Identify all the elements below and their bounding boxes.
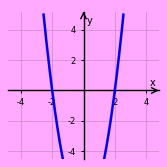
Text: x: x (150, 78, 156, 88)
Text: y: y (86, 16, 92, 26)
